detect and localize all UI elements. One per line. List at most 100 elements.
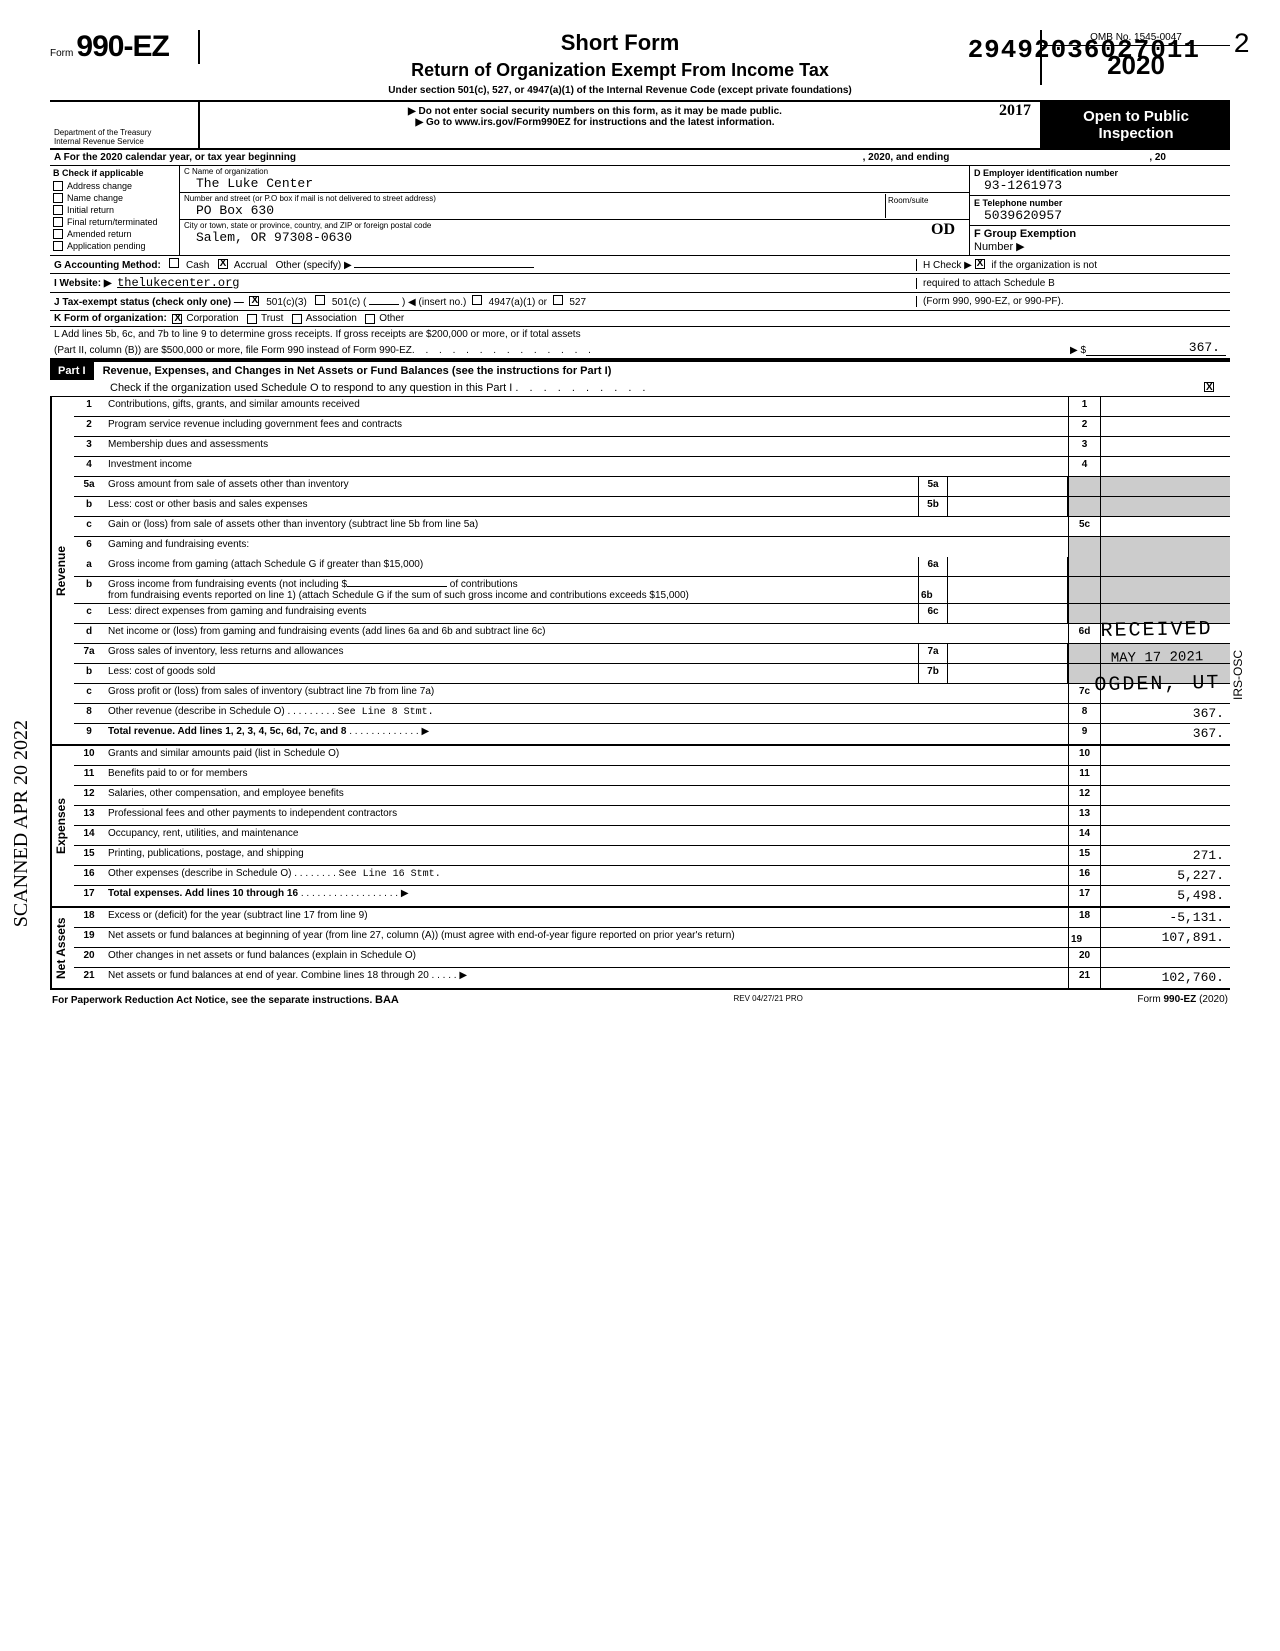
line-19: Net assets or fund balances at beginning… [104, 928, 1068, 947]
j-label: J Tax-exempt status (check only one) — [54, 297, 244, 308]
chk-accrual[interactable] [218, 259, 228, 269]
chk-trust[interactable] [247, 314, 257, 324]
irs-osc-stamp: IRS-OSC [1231, 650, 1245, 700]
sub-header: Department of the Treasury Internal Reve… [50, 102, 1230, 150]
line-7c: Gross profit or (loss) from sales of inv… [104, 684, 1068, 703]
line-3: Membership dues and assessments [104, 437, 1068, 456]
gross-receipts: 367. [1086, 340, 1226, 356]
chk-pending[interactable]: Application pending [50, 240, 179, 252]
line-12: Salaries, other compensation, and employ… [104, 786, 1068, 805]
pra-notice: For Paperwork Reduction Act Notice, see … [52, 995, 372, 1006]
f-label: F Group Exemption [974, 228, 1076, 240]
c-city-label: City or town, state or province, country… [184, 221, 931, 230]
line-9: Total revenue. Add lines 1, 2, 3, 4, 5c,… [104, 724, 1068, 744]
line-4: Investment income [104, 457, 1068, 476]
part1-label: Part I [50, 362, 94, 380]
line-13: Professional fees and other payments to … [104, 806, 1068, 825]
chk-cash[interactable] [169, 258, 179, 268]
line-1: Contributions, gifts, grants, and simila… [104, 397, 1068, 416]
rev-date: REV 04/27/21 PRO [733, 994, 802, 1006]
expenses-section: Expenses 10Grants and similar amounts pa… [50, 746, 1230, 908]
h-text2: if the organization is not [991, 260, 1097, 271]
b-label: B Check if applicable [50, 166, 179, 180]
j-4947: 4947(a)(1) or [489, 297, 547, 308]
i-row: I Website: ▶ thelukecenter.org required … [50, 274, 1230, 293]
org-name: The Luke Center [184, 176, 965, 191]
chk-assoc[interactable] [292, 314, 302, 324]
form-footer: Form 990-EZ (2020) [1137, 994, 1228, 1006]
accrual-label: Accrual [234, 260, 267, 271]
chk-other-org[interactable] [365, 314, 375, 324]
section-a-end: , 20 [1149, 152, 1166, 163]
chk-name-change[interactable]: Name change [50, 192, 179, 204]
chk-address-change[interactable]: Address change [50, 180, 179, 192]
dept-treasury: Department of the Treasury [54, 128, 194, 137]
k-row: K Form of organization: Corporation Trus… [50, 311, 1230, 327]
inspection: Inspection [1048, 125, 1224, 142]
ein: 93-1261973 [974, 178, 1226, 193]
i-label: I Website: ▶ [54, 278, 112, 289]
g-row: G Accounting Method: Cash Accrual Other … [50, 256, 1230, 274]
c-name-label: C Name of organization [184, 167, 965, 176]
line-16-val: 5,227. [1100, 866, 1230, 885]
chk-label: Address change [67, 181, 132, 191]
j-501c3: 501(c)(3) [266, 297, 307, 308]
chk-schedule-b[interactable] [975, 259, 985, 269]
chk-final-return[interactable]: Final return/terminated [50, 216, 179, 228]
form-prefix: Form [50, 48, 73, 59]
part1-header: Part I Revenue, Expenses, and Changes in… [50, 360, 1230, 397]
k-other: Other [379, 313, 404, 324]
goto-url: ▶ Go to www.irs.gov/Form990EZ for instru… [204, 117, 986, 128]
cash-label: Cash [186, 260, 209, 271]
f-number-label: Number ▶ [974, 241, 1025, 253]
website: thelukecenter.org [117, 276, 239, 290]
chk-501c[interactable] [315, 295, 325, 305]
line-6c: Less: direct expenses from gaming and fu… [104, 604, 918, 623]
j-527: 527 [569, 297, 586, 308]
revenue-section: Revenue 1Contributions, gifts, grants, a… [50, 397, 1230, 746]
chk-527[interactable] [553, 295, 563, 305]
chk-amended[interactable]: Amended return [50, 228, 179, 240]
dept-irs: Internal Revenue Service [54, 137, 194, 146]
e-label: E Telephone number [974, 198, 1226, 208]
line-17-val: 5,498. [1100, 886, 1230, 906]
chk-initial-return[interactable]: Initial return [50, 204, 179, 216]
line-5c: Gain or (loss) from sale of assets other… [104, 517, 1068, 536]
chk-label: Initial return [67, 205, 114, 215]
chk-schedule-o[interactable] [1204, 382, 1214, 392]
open-to-public: Open to Public [1048, 108, 1224, 125]
line-9-val: 367. [1100, 724, 1230, 744]
k-label: K Form of organization: [54, 313, 167, 324]
chk-4947[interactable] [472, 295, 482, 305]
chk-label: Application pending [67, 241, 146, 251]
line-7b: Less: cost of goods sold [104, 664, 918, 683]
page-number: 2 [1233, 30, 1250, 61]
line-6d: Net income or (loss) from gaming and fun… [104, 624, 1068, 643]
d-label: D Employer identification number [974, 168, 1226, 178]
part1-title: Revenue, Expenses, and Changes in Net As… [97, 363, 618, 379]
line-2: Program service revenue including govern… [104, 417, 1068, 436]
line-8: Other revenue (describe in Schedule O) .… [104, 704, 1068, 723]
org-address: PO Box 630 [184, 203, 885, 218]
h-label: H Check ▶ [923, 260, 972, 271]
g-label: G Accounting Method: [54, 260, 161, 271]
chk-label: Final return/terminated [67, 217, 158, 227]
line-7a: Gross sales of inventory, less returns a… [104, 644, 918, 663]
j-row: J Tax-exempt status (check only one) — 5… [50, 293, 1230, 311]
dln-stamp: 29492036027011 [968, 35, 1200, 65]
chk-corp[interactable] [172, 314, 182, 324]
chk-label: Amended return [67, 229, 132, 239]
ssn-warning: ▶ Do not enter social security numbers o… [204, 106, 986, 117]
chk-501c3[interactable] [249, 296, 259, 306]
line-21: Net assets or fund balances at end of ye… [104, 968, 1068, 988]
org-city: Salem, OR 97308-0630 [184, 230, 931, 245]
line-18-val: -5,131. [1100, 908, 1230, 927]
line-14: Occupancy, rent, utilities, and maintena… [104, 826, 1068, 845]
line-17: Total expenses. Add lines 10 through 16 … [104, 886, 1068, 906]
year-stamp: 2017 [990, 102, 1040, 148]
c-addr-label: Number and street (or P.O box if mail is… [184, 194, 885, 203]
section-a-label: A For the 2020 calendar year, or tax yea… [54, 152, 296, 163]
scanned-stamp: SCANNED APR 20 2022 [10, 720, 33, 927]
line-6b: Gross income from fundraising events (no… [104, 577, 918, 603]
l-row: L Add lines 5b, 6c, and 7b to line 9 to … [50, 327, 1230, 360]
